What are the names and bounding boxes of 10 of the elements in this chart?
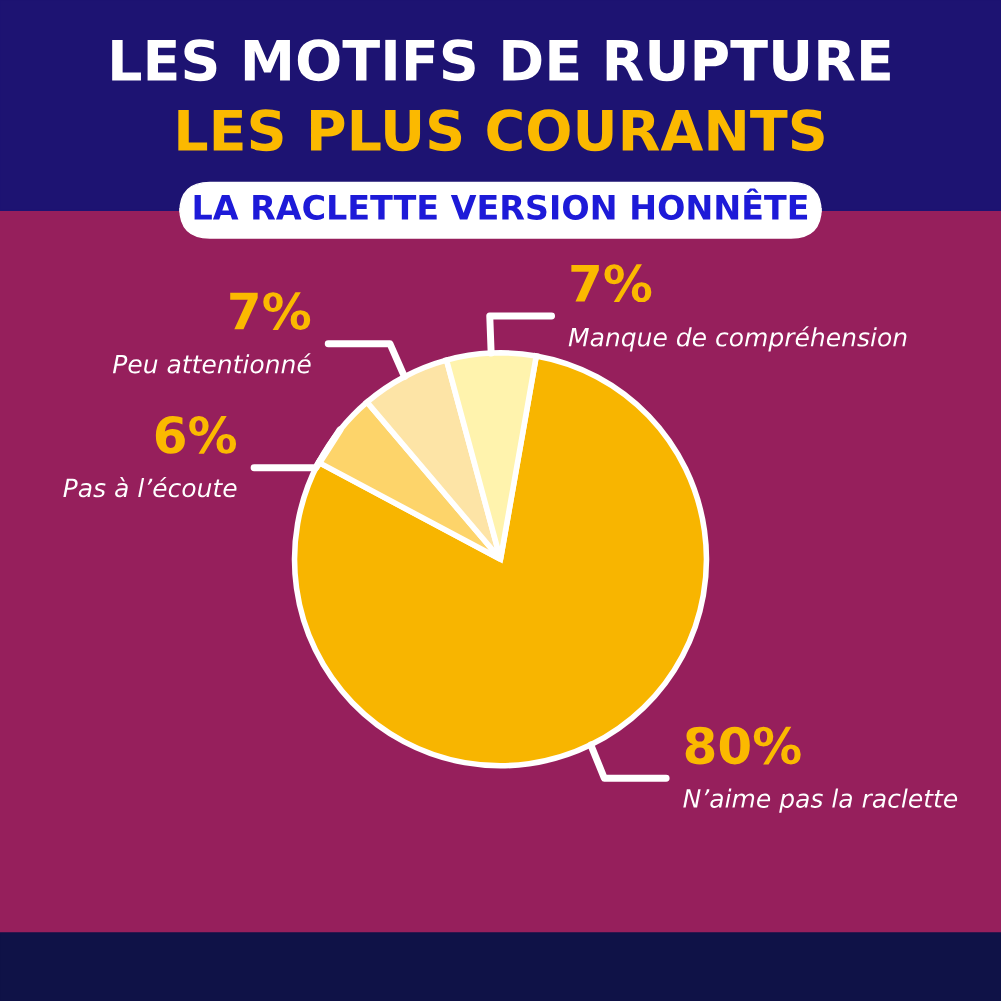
slice-label: Pas à l’écoute: [63, 477, 237, 498]
slice-label: Manque de compréhension: [568, 326, 907, 352]
data-label: 7%: [571, 264, 652, 303]
slice-label: Peu attentionné: [112, 353, 311, 374]
chart-subtitle: LA RACLETTE VERSION HONNÊTE: [194, 188, 808, 220]
data-label: 7%: [230, 292, 311, 330]
slice-label: N’aime pas la raclette: [683, 788, 958, 813]
chart-title: LES MOTIFS DE RUPTURE LES PLUS COURANTS: [112, 39, 890, 152]
data-label: 6%: [155, 416, 237, 454]
data-label: 80%: [685, 726, 801, 765]
